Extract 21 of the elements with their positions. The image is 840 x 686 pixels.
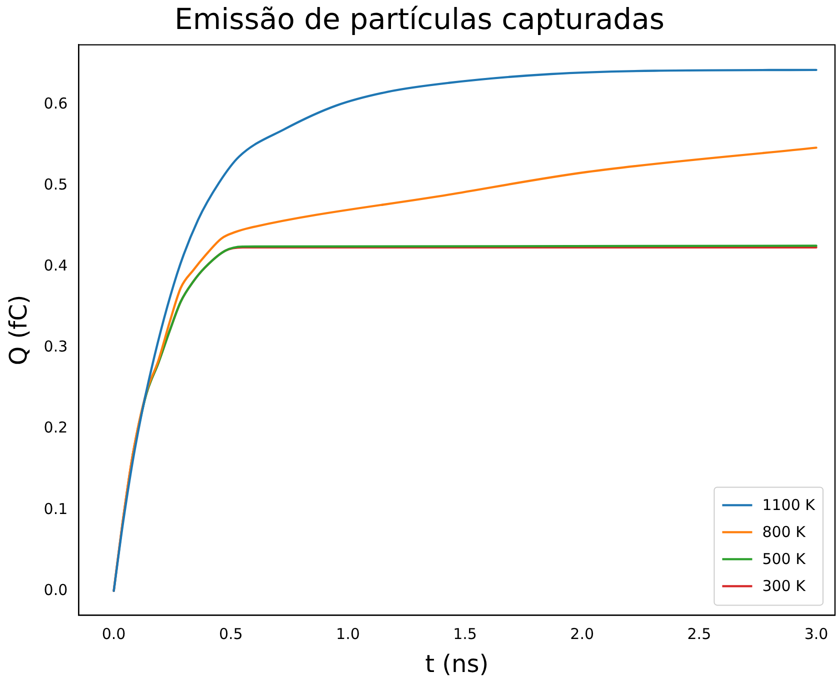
x-tick-label: 1.5 (453, 625, 477, 644)
y-tick-label: 0.4 (44, 256, 68, 275)
x-tick-label: 1.0 (336, 625, 360, 644)
y-tick-label: 0.1 (44, 500, 68, 518)
x-axis-title: t (ns) (425, 650, 489, 678)
chart-title: Emissão de partículas capturadas (174, 2, 664, 36)
x-tick-label: 0.5 (218, 625, 243, 644)
y-tick-label: 0.2 (44, 418, 68, 437)
y-axis-title: Q (fC) (4, 294, 33, 366)
x-tick-label: 0.0 (102, 625, 126, 644)
y-tick-label: 0.6 (44, 94, 68, 113)
x-tick-label: 2.5 (687, 625, 712, 644)
x-tick-label: 3.0 (804, 625, 828, 644)
legend-label: 1100 K (762, 496, 816, 514)
legend-label: 500 K (762, 550, 807, 568)
y-tick-label: 0.3 (44, 338, 68, 356)
y-tick-label: 0.0 (44, 580, 68, 599)
legend-label: 800 K (762, 523, 807, 542)
x-tick-label: 2.0 (570, 625, 594, 644)
legend-label: 300 K (762, 577, 807, 596)
y-tick-label: 0.5 (44, 176, 68, 194)
